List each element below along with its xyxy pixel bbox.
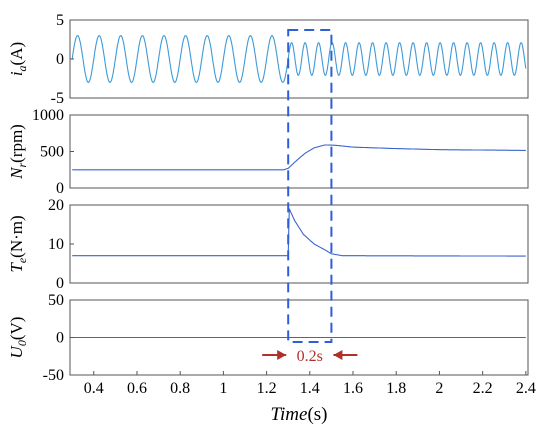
ylabel-sub: a: [15, 65, 29, 71]
ytick-label-u0: 0: [56, 330, 64, 347]
ylabel-sub: r: [15, 163, 29, 168]
y-axis-label-nr: Nr(rpm): [7, 124, 29, 180]
ylabel-unit: (A): [7, 42, 26, 66]
ytick-label-nr: 0: [56, 180, 64, 197]
panel-frame-ia: [69, 19, 529, 99]
xtick-label: 2: [435, 380, 443, 397]
y-axis-label-te: Te(N·m): [7, 215, 29, 272]
xtick-label: 1.8: [386, 380, 406, 397]
series-line-nr: [72, 144, 526, 171]
ylabel-var: N: [7, 166, 26, 180]
ytick-label-u0: -50: [43, 367, 64, 384]
duration-label: 0.2s: [297, 348, 323, 365]
xtick-label: 2.2: [473, 380, 493, 397]
xtick-label: 2.4: [516, 380, 536, 397]
ytick-label-nr: 1000: [32, 107, 64, 124]
ytick-label-ia: 0: [56, 51, 64, 68]
ylabel-sub: e: [15, 257, 29, 263]
ylabel-var: U: [7, 344, 26, 358]
ytick-label-ia: 5: [56, 12, 64, 29]
ytick-label-u0: 50: [48, 292, 64, 309]
xtick-label: 1: [219, 380, 227, 397]
panel-frame-nr: [69, 114, 529, 189]
series-line-ia: [71, 35, 527, 83]
ytick-label-nr: 500: [40, 144, 64, 161]
y-axis-label-u0: U0(V): [7, 317, 29, 359]
ylabel-unit: (N·m): [7, 215, 26, 257]
annotation-layer: 0.2s: [262, 29, 358, 365]
ylabels-layer: ia(A) Nr(rpm) Te(N·m) U0(V): [7, 42, 29, 359]
xtick-label: 1.4: [300, 380, 320, 397]
ylabel-sub: 0: [15, 340, 29, 346]
ytick-label-te: 10: [48, 236, 64, 253]
traces-layer: [71, 35, 527, 339]
ylabel-unit: (rpm): [7, 124, 26, 163]
panel-frame-te: [69, 204, 529, 284]
xtick-label: 0.6: [127, 380, 147, 397]
ylabel-var: T: [7, 262, 26, 273]
x-axis-label: Time(s): [270, 404, 327, 425]
xtick-label: 0.8: [170, 380, 190, 397]
series-line-te: [72, 208, 526, 257]
xtick-label: 0.4: [84, 380, 104, 397]
y-axis-label-ia: ia(A): [7, 42, 29, 76]
x-axis-label-unit: (s): [307, 404, 327, 425]
xtick-label: 1.6: [343, 380, 363, 397]
ytick-label-te: 20: [48, 197, 64, 214]
ylabel-unit: (V): [7, 317, 26, 341]
ylabel-var: i: [7, 71, 26, 76]
ytick-label-te: 0: [56, 275, 64, 292]
duration-arrowhead-right: [333, 350, 343, 360]
highlight-window: [287, 29, 333, 343]
ytick-label-ia: -5: [51, 90, 64, 107]
x-axis-label-var: Time: [270, 404, 307, 425]
duration-arrowhead-left: [277, 350, 287, 360]
xtick-label: 1.2: [257, 380, 277, 397]
